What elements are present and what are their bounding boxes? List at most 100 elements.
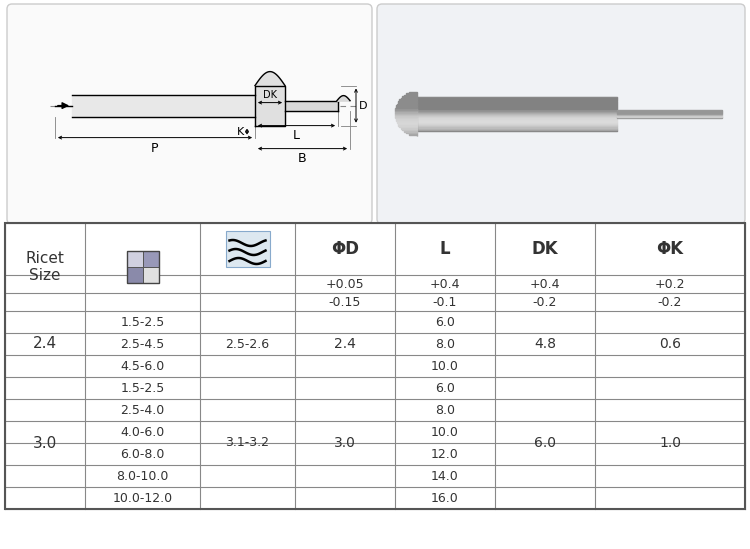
Text: 2.4: 2.4 [33,337,57,351]
Text: 2.5-2.6: 2.5-2.6 [226,338,269,350]
Text: 1.0: 1.0 [659,436,681,450]
Text: 1.5-2.5: 1.5-2.5 [120,382,165,395]
Text: 6.0: 6.0 [534,436,556,450]
Text: +0.4: +0.4 [430,277,460,290]
Polygon shape [413,98,417,99]
Polygon shape [617,112,722,113]
Polygon shape [396,120,417,121]
Text: 8.0: 8.0 [435,338,455,350]
Text: DK: DK [532,240,558,258]
Polygon shape [410,113,417,114]
Polygon shape [417,124,617,125]
Polygon shape [396,105,417,107]
Polygon shape [412,103,417,104]
Polygon shape [412,123,417,124]
Polygon shape [398,123,417,124]
Polygon shape [417,103,617,104]
Polygon shape [400,127,417,128]
Text: 6.0-8.0: 6.0-8.0 [120,447,165,461]
Polygon shape [410,108,417,109]
FancyBboxPatch shape [7,4,372,224]
Polygon shape [410,116,417,117]
Polygon shape [395,117,417,119]
Polygon shape [396,119,417,120]
Text: K: K [237,127,244,137]
Text: 3.0: 3.0 [334,436,356,450]
Text: 4.0-6.0: 4.0-6.0 [120,425,165,439]
Polygon shape [417,126,617,127]
Polygon shape [417,116,617,117]
Polygon shape [404,130,417,132]
Polygon shape [395,111,417,113]
Polygon shape [413,126,417,127]
Polygon shape [411,121,417,122]
Polygon shape [417,104,617,105]
Polygon shape [417,98,617,99]
Text: 4.8: 4.8 [534,337,556,351]
Polygon shape [617,110,722,111]
Polygon shape [396,107,417,108]
Polygon shape [285,100,338,110]
Polygon shape [411,105,417,106]
Polygon shape [395,113,417,114]
Polygon shape [395,114,417,115]
Polygon shape [398,102,417,104]
Polygon shape [404,95,417,97]
Text: 12.0: 12.0 [431,447,459,461]
Polygon shape [417,114,617,115]
Polygon shape [410,119,417,120]
Polygon shape [417,119,617,120]
Polygon shape [417,122,617,123]
Polygon shape [413,99,417,100]
Polygon shape [398,124,417,126]
Polygon shape [410,110,417,112]
Polygon shape [395,115,417,117]
Text: 14.0: 14.0 [431,469,459,483]
Polygon shape [417,100,617,102]
Text: 10.0: 10.0 [431,425,459,439]
Polygon shape [417,128,617,130]
Polygon shape [417,117,617,119]
Polygon shape [410,114,417,115]
Polygon shape [417,120,617,121]
Text: DK: DK [263,89,277,99]
Polygon shape [417,112,617,113]
Polygon shape [411,104,417,105]
Text: 4.5-6.0: 4.5-6.0 [120,360,165,373]
Polygon shape [410,112,417,113]
Bar [127,251,158,283]
Polygon shape [417,97,617,98]
Text: P: P [152,142,159,155]
Bar [5,223,745,509]
Polygon shape [413,100,417,102]
Polygon shape [409,92,417,93]
Polygon shape [417,106,617,107]
Polygon shape [398,101,417,102]
Bar [127,267,142,283]
Polygon shape [417,125,617,126]
Text: 10.0: 10.0 [431,360,459,373]
Polygon shape [417,110,617,112]
Text: -0.15: -0.15 [328,295,362,309]
Bar [142,251,158,267]
Polygon shape [415,128,417,130]
Polygon shape [413,125,417,126]
Text: +0.05: +0.05 [326,277,364,290]
Text: L: L [440,240,450,258]
Text: D: D [359,100,368,110]
Text: -0.1: -0.1 [433,295,457,309]
Polygon shape [417,102,617,103]
Polygon shape [417,99,617,100]
Polygon shape [617,115,722,116]
Polygon shape [395,110,417,111]
Text: ΦK: ΦK [656,240,683,258]
Polygon shape [410,115,417,116]
Text: 2.5-4.0: 2.5-4.0 [120,404,165,417]
Polygon shape [417,130,617,131]
Polygon shape [72,94,255,116]
Polygon shape [402,128,417,130]
Polygon shape [417,127,617,128]
Text: 6.0: 6.0 [435,382,455,395]
Text: 2.5-4.5: 2.5-4.5 [120,338,165,350]
Polygon shape [417,123,617,124]
